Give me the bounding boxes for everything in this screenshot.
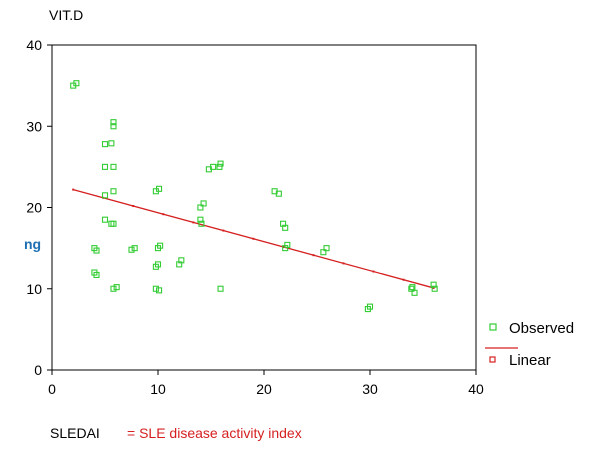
observed-point: [430, 281, 437, 288]
observed-point: [73, 80, 80, 87]
observed-point: [110, 285, 117, 292]
plot-frame: [51, 44, 477, 371]
observed-point: [210, 163, 217, 170]
observed-point: [113, 284, 120, 291]
linear-fit-marker: [312, 254, 315, 257]
observed-point: [366, 303, 374, 310]
observed-point: [101, 163, 109, 170]
x-axis-note: = SLE disease activity index: [127, 425, 302, 441]
legend-linear-marker: [489, 356, 496, 363]
legend-observed-marker: [489, 323, 497, 331]
observed-point: [110, 220, 117, 227]
linear-fit-marker: [192, 221, 195, 224]
observed-point: [128, 246, 135, 253]
observed-point: [110, 123, 117, 130]
observed-point: [284, 241, 291, 248]
plot-area: [51, 44, 477, 371]
x-axis-ticks: 0 10 20 30 40: [48, 370, 484, 397]
observed-point: [93, 271, 100, 278]
observed-point: [131, 245, 138, 252]
observed-points: [70, 80, 438, 313]
observed-point: [431, 285, 438, 292]
observed-point: [110, 163, 117, 170]
linear-fit-marker: [372, 270, 375, 273]
y-axis-ticks: 0 10 20 30 40: [26, 37, 52, 378]
x-tick-label: 0: [48, 381, 56, 397]
observed-point: [217, 285, 224, 292]
x-tick-label: 20: [256, 381, 272, 397]
observed-point: [101, 192, 109, 199]
linear-fit-marker: [282, 245, 285, 248]
linear-fit-marker: [162, 213, 165, 216]
y-tick-label: 20: [26, 200, 42, 216]
observed-point: [152, 285, 159, 292]
observed-point: [178, 257, 185, 264]
legend: Observed Linear: [485, 320, 574, 369]
linear-fit-marker: [72, 188, 75, 191]
observed-point: [408, 285, 415, 292]
observed-point: [108, 140, 115, 147]
observed-point: [409, 284, 416, 291]
x-tick-label: 30: [362, 381, 378, 397]
legend-observed-label: Observed: [509, 320, 574, 337]
y-tick-label: 10: [26, 281, 42, 297]
observed-point: [156, 185, 163, 192]
linear-fit-marker: [342, 262, 345, 265]
observed-point: [157, 242, 164, 249]
y-axis-unit-label: ng: [24, 236, 41, 252]
observed-point: [110, 119, 117, 126]
observed-point: [200, 200, 207, 207]
observed-point: [101, 216, 109, 223]
observed-point: [156, 287, 163, 294]
observed-point: [320, 249, 327, 256]
linear-fit-marker: [222, 229, 225, 232]
linear-fit-marker: [432, 286, 435, 289]
y-tick-label: 0: [34, 362, 42, 378]
observed-point: [411, 289, 418, 296]
linear-fit-marker: [402, 278, 405, 281]
observed-point: [197, 204, 204, 211]
observed-point: [198, 220, 205, 227]
x-axis-title: SLEDAI: [50, 425, 100, 441]
observed-point: [101, 141, 109, 148]
y-tick-label: 30: [26, 118, 42, 134]
x-tick-label: 40: [468, 381, 484, 397]
observed-point: [282, 224, 289, 231]
observed-point: [154, 261, 162, 268]
observed-point: [217, 160, 224, 167]
linear-fit-group: [72, 188, 435, 289]
observed-point: [323, 245, 330, 252]
observed-point: [93, 247, 100, 254]
x-tick-label: 10: [150, 381, 166, 397]
observed-point: [110, 188, 117, 195]
observed-point: [275, 190, 282, 197]
y-tick-label: 40: [26, 37, 42, 53]
linear-fit-marker: [132, 205, 135, 208]
legend-linear-label: Linear: [509, 352, 551, 369]
linear-fit-marker: [252, 237, 255, 240]
y-axis-title: VIT.D: [49, 7, 83, 23]
observed-point: [197, 216, 204, 223]
observed-point: [216, 163, 223, 170]
